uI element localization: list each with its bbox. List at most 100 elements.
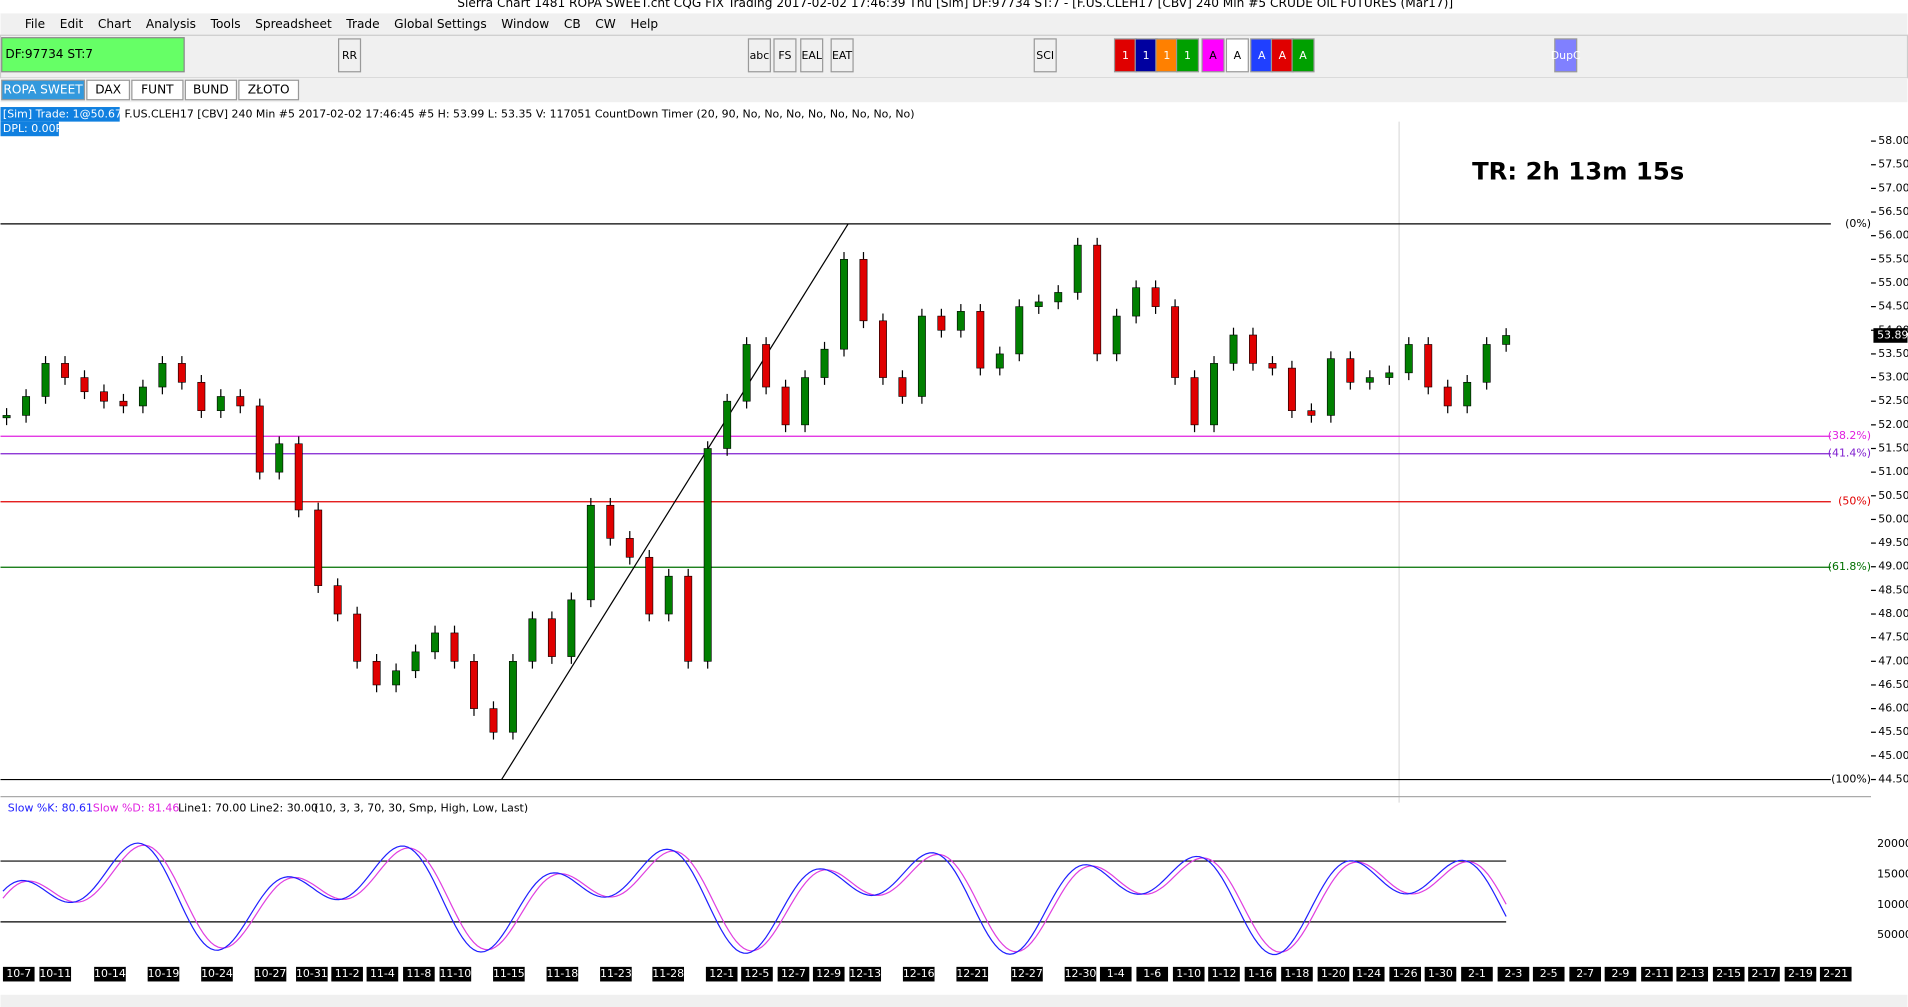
toolbar-button[interactable] <box>338 38 362 73</box>
candle <box>664 575 673 615</box>
date-label: 10-24 <box>201 967 233 980</box>
status-strip <box>0 994 1908 1007</box>
toolbar-label: EAL <box>801 49 822 62</box>
toolbar-button[interactable] <box>1554 38 1578 73</box>
date-label: 1-10 <box>1176 967 1201 980</box>
date-box <box>1532 966 1565 982</box>
candle <box>1034 301 1043 307</box>
candle <box>333 585 342 615</box>
trendline <box>501 223 849 780</box>
menu-item[interactable]: Window <box>501 17 549 31</box>
date-label: 2-7 <box>1576 967 1594 980</box>
candle <box>1404 344 1413 374</box>
candle <box>625 538 634 558</box>
date-box <box>1389 966 1422 982</box>
menu-item[interactable]: Edit <box>60 17 84 31</box>
toolbar-button[interactable] <box>1175 38 1200 73</box>
timer: TR: 2h 13m 15s <box>1472 157 1684 186</box>
date-box <box>1064 966 1097 982</box>
toolbar <box>0 34 1908 79</box>
date-box <box>1641 966 1673 982</box>
candle <box>937 315 946 331</box>
date-label: 2-11 <box>1645 967 1670 980</box>
y-tick-label: 56.00 <box>1878 229 1908 242</box>
menu-item[interactable]: Tools <box>210 17 241 31</box>
y-tick-label: 57.50 <box>1878 158 1908 171</box>
y-tick-label: 57.00 <box>1878 181 1908 194</box>
toolbar-button[interactable] <box>773 38 797 73</box>
toolbar-button[interactable] <box>747 38 771 73</box>
toolbar-button[interactable] <box>830 38 854 73</box>
tab[interactable] <box>86 79 131 101</box>
tab-bar <box>0 77 1908 103</box>
menu-item[interactable]: Global Settings <box>394 17 487 31</box>
toolbar-button[interactable] <box>1033 38 1057 73</box>
menu-item[interactable]: Chart <box>98 17 132 31</box>
date-label: 12-7 <box>781 967 806 980</box>
candle <box>1346 358 1355 383</box>
window-title: Sierra Chart 1481 ROPA SWEET.cht CQG FIX… <box>457 0 1453 10</box>
tab[interactable] <box>238 79 300 101</box>
candle <box>1151 287 1160 307</box>
candle <box>158 363 167 388</box>
date-box <box>956 966 989 982</box>
toolbar-button[interactable] <box>1291 38 1315 73</box>
date-box <box>94 966 126 982</box>
candle <box>431 632 439 653</box>
toolbar-label: A <box>1258 49 1266 62</box>
menu-item[interactable]: Analysis <box>146 17 196 31</box>
date-box <box>1011 966 1043 982</box>
account-box <box>1 37 185 73</box>
menu-item[interactable]: CB <box>564 17 581 31</box>
y-tick-label: 45.00 <box>1878 749 1908 762</box>
menu-item[interactable]: CW <box>595 17 616 31</box>
date-box <box>331 966 363 982</box>
toolbar-button[interactable] <box>800 38 824 73</box>
candle <box>1502 335 1511 345</box>
fib-label: (50%) <box>1838 495 1871 508</box>
toolbar-button[interactable] <box>1201 38 1225 73</box>
menu-item[interactable]: Spreadsheet <box>255 17 332 31</box>
y-tick-label: 54.50 <box>1878 300 1908 313</box>
toolbar-label: 1 <box>1143 49 1150 62</box>
date-label: 11-8 <box>406 967 431 980</box>
tab[interactable] <box>184 79 238 101</box>
menu-item[interactable]: File <box>25 17 45 31</box>
date-label: 10-27 <box>255 967 287 980</box>
candle <box>1482 344 1491 383</box>
date-label: 11-2 <box>335 967 360 980</box>
candle <box>1326 358 1335 416</box>
menu-item[interactable]: Trade <box>345 17 379 31</box>
candle <box>1287 367 1296 411</box>
toolbar-label: 1 <box>1184 49 1191 62</box>
candle <box>1443 386 1452 407</box>
candle <box>684 575 693 662</box>
y-tick-label: 55.50 <box>1878 252 1908 265</box>
candle <box>392 670 401 686</box>
chart-area <box>0 104 1908 1007</box>
fib-label: (61.8%) <box>1828 560 1871 573</box>
candle <box>879 320 887 378</box>
candle <box>119 400 128 407</box>
tab-label: ZŁOTO <box>248 82 290 96</box>
date-box <box>201 966 233 982</box>
candle <box>840 259 848 350</box>
date-box <box>366 966 399 982</box>
candle <box>2 415 11 419</box>
candle <box>41 363 50 397</box>
candle <box>859 259 868 322</box>
date-label: 1-16 <box>1248 967 1273 980</box>
trade-box <box>0 107 120 122</box>
tab-label: DAX <box>95 82 121 96</box>
date-box <box>1136 966 1169 982</box>
fib-label: (41.4%) <box>1828 447 1871 460</box>
toolbar-button[interactable] <box>1225 38 1249 73</box>
date-box <box>652 966 685 982</box>
tab[interactable] <box>131 79 184 101</box>
candle <box>528 618 537 662</box>
candle <box>197 381 206 411</box>
tab[interactable] <box>1 79 86 101</box>
menu-item[interactable]: Help <box>630 17 658 31</box>
candle <box>255 405 264 473</box>
y-tick-label: 51.00 <box>1878 465 1908 478</box>
